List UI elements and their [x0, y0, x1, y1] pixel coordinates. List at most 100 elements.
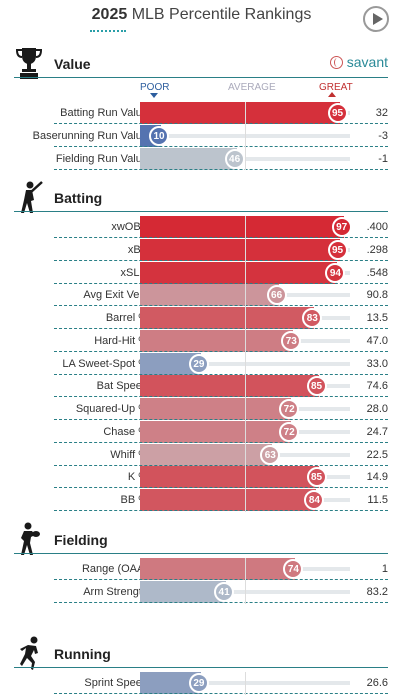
percentile-bar — [140, 353, 201, 375]
row-divider — [54, 487, 388, 488]
metric-value: 83.2 — [366, 586, 388, 598]
metric-row[interactable]: xSLG 94.548 — [14, 262, 388, 284]
percentile-badge: 95 — [327, 240, 348, 260]
metric-value: 28.0 — [366, 403, 388, 415]
percentile-badge: 84 — [304, 490, 325, 510]
metric-value: 11.5 — [367, 494, 388, 506]
row-divider — [54, 442, 388, 443]
section-divider — [14, 667, 388, 668]
percentile-badge: 72 — [279, 399, 300, 419]
row-divider — [54, 465, 388, 466]
metric-row[interactable]: Batting Run Value 95 32 — [14, 102, 388, 124]
metric-row[interactable]: Fielding Run Value 46 -1 — [14, 148, 388, 170]
percentile-bar — [140, 398, 292, 420]
metric-value: -1 — [378, 153, 388, 165]
section-header-batting: Batting — [14, 180, 388, 213]
section-divider — [14, 553, 388, 554]
average-guide-line — [245, 672, 246, 695]
section-divider — [14, 77, 388, 78]
metric-value: 90.8 — [366, 289, 388, 301]
metric-row[interactable]: Chase % 72 24.7 — [14, 421, 388, 443]
percentile-badge: 10 — [149, 126, 169, 146]
metric-row[interactable]: Bat Speed 85 74.6 — [14, 375, 388, 397]
play-button[interactable] — [363, 6, 389, 32]
section-title-batting: Batting — [54, 190, 103, 206]
percentile-badge: 97 — [331, 217, 352, 237]
metric-label: Fielding Run Value — [55, 153, 148, 165]
metric-label: Range (OAA) — [81, 563, 148, 575]
row-divider — [54, 396, 388, 397]
metric-row[interactable]: Sprint Speed 29 26.6 — [14, 672, 388, 694]
metric-row[interactable]: Baserunning Run Value 10 -3 — [14, 125, 388, 147]
percentile-bar — [140, 489, 317, 511]
metric-label: Baserunning Run Value — [32, 130, 148, 142]
row-divider — [54, 351, 388, 352]
metric-value: 33.0 — [366, 358, 388, 370]
row-divider — [54, 510, 388, 511]
metric-row[interactable]: Range (OAA) 74 1 — [14, 558, 388, 580]
metric-label: Avg Exit Velo — [83, 289, 148, 301]
row-divider — [54, 260, 388, 261]
metric-value: 14.9 — [366, 471, 388, 483]
average-guide-line — [245, 102, 246, 171]
metric-row[interactable]: xwOBA 97 .400 — [14, 216, 388, 238]
metric-value: -3 — [378, 130, 388, 142]
metric-row[interactable]: Whiff % 63 22.5 — [14, 444, 388, 466]
metric-value: .548 — [366, 267, 388, 279]
section-divider — [14, 211, 388, 212]
row-divider — [54, 146, 388, 147]
percentile-badge: 66 — [266, 285, 287, 305]
metric-row[interactable]: Squared-Up % 72 28.0 — [14, 398, 388, 420]
savant-logo[interactable]: savant — [329, 54, 388, 70]
percentile-badge: 41 — [214, 582, 235, 602]
percentile-bar — [140, 672, 201, 694]
metric-row[interactable]: K % 85 14.9 — [14, 466, 388, 488]
play-icon — [372, 13, 383, 25]
metric-row[interactable]: Avg Exit Velo 66 90.8 — [14, 284, 388, 306]
metric-row[interactable]: LA Sweet-Spot % 29 33.0 — [14, 353, 388, 375]
metric-label: Barrel % — [105, 312, 148, 324]
metric-row[interactable]: BB % 84 11.5 — [14, 489, 388, 511]
percentile-badge: 29 — [188, 354, 209, 374]
scale-poor-label: POOR — [140, 82, 170, 93]
percentile-bar — [140, 466, 319, 488]
title-year: 2025 — [91, 6, 128, 23]
metric-value: 47.0 — [366, 335, 388, 347]
runner-icon — [14, 636, 44, 670]
metric-row[interactable]: Arm Strength 41 83.2 — [14, 581, 388, 603]
page-title: 2025 MLB Percentile Rankings — [0, 6, 403, 24]
percentile-bar — [140, 581, 227, 603]
percentile-bar — [140, 444, 273, 466]
metric-label: Chase % — [103, 426, 148, 438]
metric-label: Arm Strength — [83, 586, 148, 598]
metric-row[interactable]: xBA 95.298 — [14, 239, 388, 261]
row-divider — [54, 419, 388, 420]
row-divider — [54, 169, 388, 170]
metric-row[interactable]: Hard-Hit % 73 47.0 — [14, 330, 388, 352]
trophy-icon — [14, 46, 44, 79]
savant-label: savant — [346, 54, 388, 70]
percentile-bar — [140, 239, 340, 261]
percentile-bar — [140, 330, 294, 352]
row-divider — [54, 237, 388, 238]
header: 2025 MLB Percentile Rankings — [0, 0, 403, 40]
percentile-badge: 83 — [302, 308, 323, 328]
row-divider — [54, 328, 388, 329]
metric-label: Hard-Hit % — [94, 335, 148, 347]
metric-label: Bat Speed — [96, 380, 148, 392]
percentile-bar — [140, 375, 319, 397]
percentile-badge: 95 — [327, 103, 348, 123]
percentile-bar — [140, 421, 292, 443]
metric-label: Squared-Up % — [75, 403, 148, 415]
metric-label: Whiff % — [110, 449, 148, 461]
fielder-icon — [14, 522, 44, 555]
percentile-badge: 63 — [260, 445, 281, 465]
average-guide-line — [245, 216, 246, 512]
metric-label: xwOBA — [111, 221, 148, 233]
metric-row[interactable]: Barrel % 83 13.5 — [14, 307, 388, 329]
row-divider — [54, 579, 388, 580]
percentile-bar — [140, 262, 338, 284]
section-header-value: Value savant — [14, 46, 388, 79]
section-header-fielding: Fielding — [14, 522, 388, 555]
percentile-badge: 74 — [283, 559, 304, 579]
